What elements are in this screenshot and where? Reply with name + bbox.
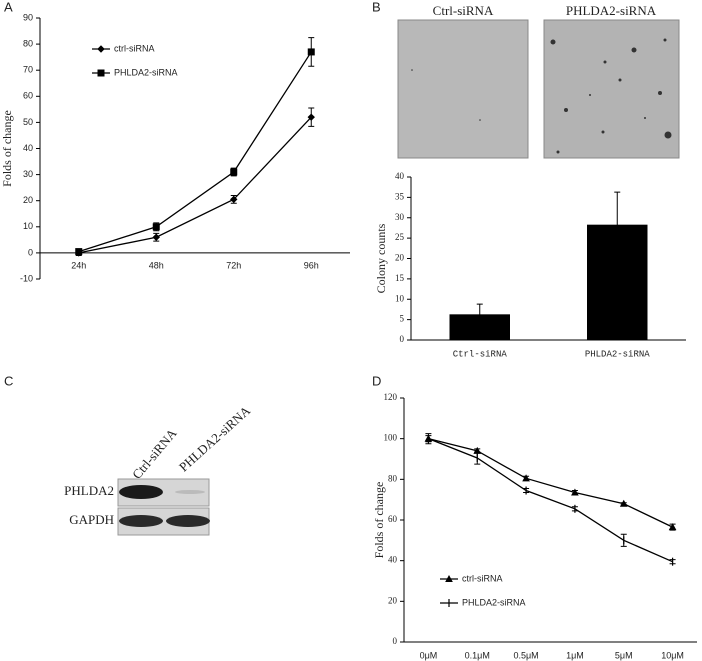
x-tick-label: 5μM <box>615 650 633 660</box>
legend-label: PHLDA2-siRNA <box>462 597 526 607</box>
colony-image <box>543 19 680 159</box>
line <box>428 438 673 563</box>
blot-column-label: Ctrl-siRNA <box>129 425 180 482</box>
x-tick-label: PHLDA2-siRNA <box>585 349 650 359</box>
y-tick-label: 15 <box>395 273 405 283</box>
line <box>78 51 312 253</box>
marker <box>97 45 105 53</box>
y-tick-label: 10 <box>23 221 33 231</box>
y-tick-label: 40 <box>388 555 398 565</box>
y-tick-label: 0 <box>393 636 398 646</box>
x-tick-label: 10μM <box>661 650 684 660</box>
y-tick-label: 20 <box>395 253 405 263</box>
x-tick-label: 24h <box>71 260 86 270</box>
y-tick-label: 50 <box>23 117 33 127</box>
marker <box>307 113 315 121</box>
panel-label: B <box>372 0 381 14</box>
blot-band <box>119 485 163 499</box>
y-tick-label: 70 <box>23 65 33 75</box>
marker <box>571 488 579 496</box>
legend-label: PHLDA2-siRNA <box>114 67 178 77</box>
legend-label: ctrl-siRNA <box>114 43 155 53</box>
y-tick-label: 20 <box>388 595 398 605</box>
x-tick-label: 0μM <box>420 650 438 660</box>
panel-label: D <box>372 373 381 388</box>
marker <box>152 233 160 241</box>
y-tick-label: 0 <box>28 247 33 257</box>
panel-label: C <box>4 373 13 388</box>
y-tick-label: 100 <box>384 433 398 443</box>
marker <box>75 248 83 256</box>
x-tick-label: 0.1μM <box>465 650 490 660</box>
blot-band <box>166 515 210 527</box>
y-axis-label: Folds of change <box>0 110 14 187</box>
y-tick-label: -10 <box>20 273 33 283</box>
y-tick-label: 80 <box>388 473 398 483</box>
colony-image <box>397 19 529 159</box>
x-tick-label: 48h <box>149 260 164 270</box>
x-tick-label: Ctrl-siRNA <box>453 349 508 359</box>
x-tick-label: 0.5μM <box>513 650 538 660</box>
marker <box>97 69 105 77</box>
blot-column-label: PHLDA2-siRNA <box>176 402 254 474</box>
blot-row-label: GAPDH <box>69 512 114 527</box>
blot-band <box>119 515 163 527</box>
image-label: PHLDA2-siRNA <box>566 3 657 18</box>
panel-label: A <box>4 0 13 14</box>
y-tick-label: 10 <box>395 293 405 303</box>
blot-row-label: PHLDA2 <box>64 483 114 498</box>
error-bar <box>476 303 483 326</box>
y-tick-label: 35 <box>395 191 405 201</box>
colonies <box>411 38 672 154</box>
marker <box>230 195 238 204</box>
marker <box>230 168 238 176</box>
y-tick-label: 20 <box>23 195 33 205</box>
line <box>428 438 673 528</box>
y-tick-label: 40 <box>23 143 33 153</box>
error-bar <box>614 191 621 258</box>
marker <box>307 48 315 56</box>
line <box>78 116 312 254</box>
blot-band <box>175 490 205 494</box>
marker <box>152 223 160 231</box>
y-tick-label: 25 <box>395 232 405 242</box>
y-tick-label: 80 <box>23 38 33 48</box>
x-tick-label: 96h <box>304 260 319 270</box>
y-axis-label: Folds of change <box>372 482 386 559</box>
y-axis-label: Colony counts <box>374 223 388 293</box>
y-tick-label: 40 <box>395 171 405 181</box>
y-tick-label: 30 <box>395 212 405 222</box>
y-tick-label: 0 <box>400 334 405 344</box>
y-tick-label: 90 <box>23 12 33 22</box>
x-tick-label: 72h <box>226 260 241 270</box>
y-tick-label: 60 <box>388 514 398 524</box>
image-label: Ctrl-siRNA <box>433 3 494 18</box>
y-tick-label: 120 <box>384 392 398 402</box>
x-tick-label: 1μM <box>566 650 584 660</box>
y-tick-label: 30 <box>23 169 33 179</box>
y-tick-label: 5 <box>400 314 405 324</box>
marker <box>619 499 628 507</box>
marker <box>522 474 530 482</box>
legend-label: ctrl-siRNA <box>462 573 503 583</box>
y-tick-label: 60 <box>23 91 33 101</box>
marker <box>445 574 453 582</box>
marker <box>668 523 677 531</box>
